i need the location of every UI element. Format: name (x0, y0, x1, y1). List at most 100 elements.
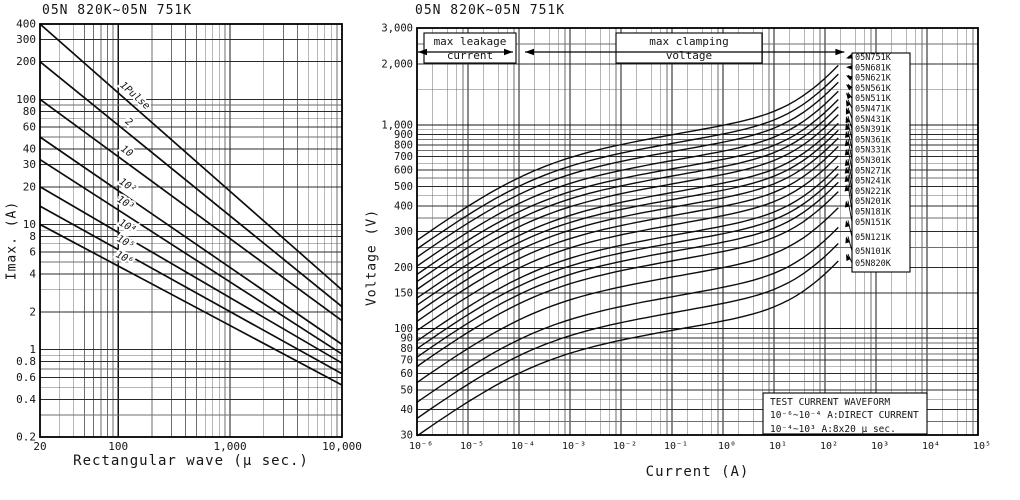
tick-label: 100 (108, 440, 128, 453)
series-label-05N361K: 05N361K (855, 135, 892, 145)
tick-label: 10⁴ (922, 441, 940, 452)
test-waveform-note: TEST CURRENT WAVEFORM 10⁻⁶~10⁻⁴ A:DIRECT… (770, 396, 922, 436)
arrowhead (835, 48, 845, 56)
tick-label: 200 (394, 262, 413, 274)
series-label-05N201K: 05N201K (855, 197, 892, 207)
arrowhead (844, 148, 850, 156)
right-xaxis-label: Current (A) (645, 464, 750, 480)
tick-label: 10⁻⁵ (460, 441, 484, 452)
tick-label: 10⁵ (973, 441, 991, 452)
tick-label: 1 (29, 343, 36, 356)
tick-label: 30 (400, 430, 413, 442)
tick-label: 1,000 (381, 120, 413, 132)
max-clamping-line2: voltage (665, 49, 713, 62)
tick-label: 0.4 (16, 393, 36, 406)
series-label-05N121K: 05N121K (855, 233, 892, 243)
arrowhead (844, 139, 850, 147)
arrowhead (845, 123, 850, 131)
max-leakage-annotation: max leakage current (424, 35, 516, 63)
tick-label: 1,000 (214, 440, 247, 453)
arrowhead (845, 65, 853, 70)
arrowhead (845, 99, 851, 107)
max-leakage-line2: current (446, 49, 494, 62)
tick-label: 300 (394, 226, 413, 238)
curve-05N181K (416, 191, 839, 368)
tick-label: 10¹ (769, 441, 787, 452)
arrowhead (845, 116, 851, 124)
right-chart-border (416, 27, 979, 436)
curve-05N561K (416, 90, 839, 267)
tick-label: 0.8 (16, 355, 36, 368)
tick-label: 90 (400, 332, 413, 344)
curve-10⁴ (39, 186, 343, 364)
curve-05N271K (416, 155, 839, 332)
tick-label: 500 (394, 181, 413, 193)
right-chart-boxes (423, 32, 928, 435)
tick-label: 300 (16, 33, 36, 46)
tick-label: 6 (29, 246, 36, 259)
series-label-05N391K: 05N391K (855, 125, 892, 135)
tick-label: 200 (16, 55, 36, 68)
test-waveform-line2: 10⁻⁶~10⁻⁴ A:DIRECT CURRENT (770, 410, 919, 422)
max-clamping-line1: max clamping (649, 35, 729, 48)
tick-label: 2,000 (381, 58, 413, 70)
tick-label: 10⁻⁴ (511, 441, 535, 452)
tick-label: 8 (29, 230, 36, 243)
curve-10⁶ (39, 223, 343, 386)
left-chart-tick-labels: 400300200100806040302010864210.80.60.40.… (16, 18, 362, 454)
curve-05N121K (416, 226, 839, 403)
tick-label: 10⁻¹ (664, 441, 688, 452)
max-clamping-box (615, 32, 763, 64)
right-chart-frame (416, 27, 979, 436)
arrowhead (845, 53, 853, 59)
tick-label: 100 (394, 323, 413, 335)
tick-label: 10⁻³ (562, 441, 586, 452)
curve-05N431K (416, 114, 839, 291)
tick-label: 600 (394, 165, 413, 177)
arrowhead (844, 166, 850, 174)
tick-label: 10⁻² (613, 441, 637, 452)
curve-10² (39, 136, 343, 346)
tick-label: 10⁻⁶ (409, 441, 433, 452)
tick-label: 2 (29, 305, 36, 318)
tick-label: 700 (394, 151, 413, 163)
curve-05N241K (416, 165, 839, 342)
arrowhead (845, 84, 853, 91)
series-label-05N241K: 05N241K (855, 177, 892, 187)
curve-2 (39, 61, 343, 308)
arrowhead (844, 184, 850, 192)
tick-label: 60 (23, 121, 36, 134)
curve-05N471K (416, 106, 839, 283)
arrowhead (845, 130, 850, 138)
tick-label: 100 (16, 93, 36, 106)
curve-05N101K (416, 243, 839, 419)
curve-10⁵ (39, 205, 343, 375)
series-label-05N561K: 05N561K (855, 84, 892, 94)
tick-label: 20 (23, 180, 36, 193)
max-clamping-annotation: max clamping voltage (616, 35, 762, 63)
arrowhead (845, 254, 851, 261)
tick-label: 10³ (871, 441, 889, 452)
test-waveform-box (762, 392, 928, 435)
tick-label: 30 (23, 158, 36, 171)
right-chart-title: 05N 820K~05N 751K (415, 3, 566, 18)
left-chart-grid (40, 24, 342, 437)
tick-label: 20 (33, 440, 46, 453)
curve-05N681K (416, 73, 839, 250)
series-label-05N511K: 05N511K (855, 94, 892, 104)
max-leakage-box (423, 32, 517, 64)
right-chart-curves (416, 64, 839, 437)
curve-05N201K (416, 181, 839, 358)
series-label-05N471K: 05N471K (855, 105, 892, 115)
curve-label-10: 10 (118, 144, 134, 160)
arrowhead (844, 159, 850, 166)
series-label-05N820K: 05N820K (855, 259, 892, 269)
curve-05N361K (416, 129, 839, 306)
tick-label: 70 (400, 355, 413, 367)
curve-05N820K (416, 260, 839, 437)
curve-10 (39, 98, 343, 322)
tick-label: 900 (394, 129, 413, 141)
series-label-05N621K: 05N621K (855, 74, 892, 84)
curve-05N751K (416, 64, 839, 241)
